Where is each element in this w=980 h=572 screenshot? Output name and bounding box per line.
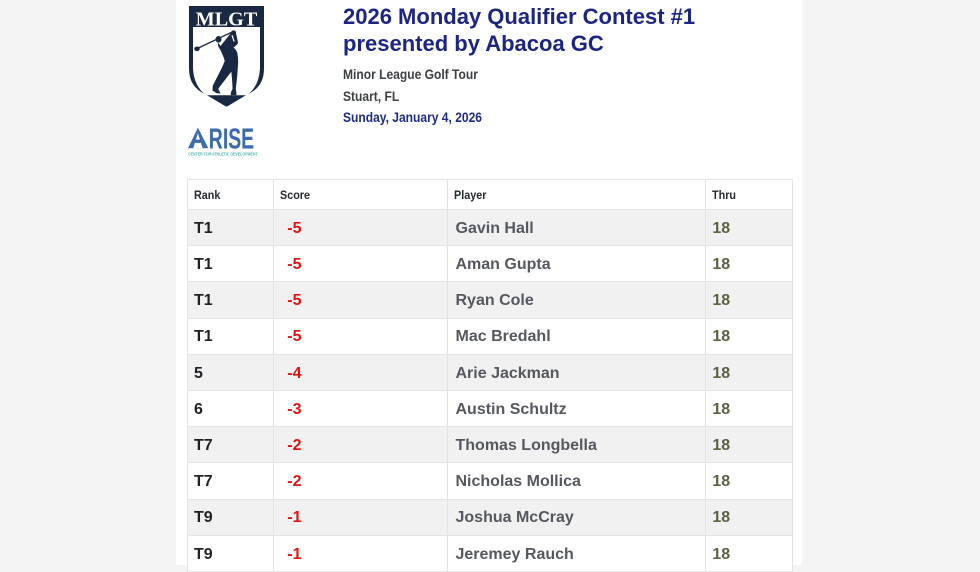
svg-text:CENTER FOR ATHLETIC DEVELOPMEN: CENTER FOR ATHLETIC DEVELOPMENT bbox=[188, 152, 258, 158]
svg-text:MLGT: MLGT bbox=[196, 8, 258, 30]
svg-text:RISE: RISE bbox=[208, 127, 253, 155]
